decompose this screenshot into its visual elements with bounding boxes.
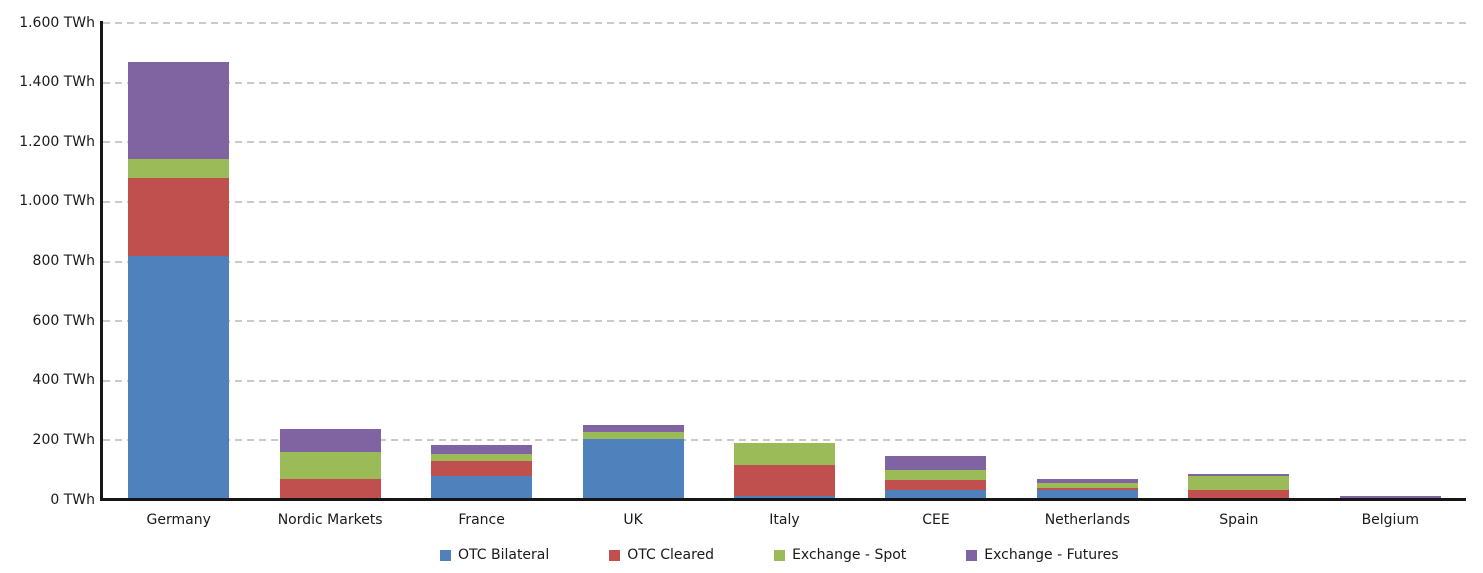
bar-segment-otc-cleared xyxy=(885,480,987,490)
bar-segment-otc-bilateral xyxy=(431,476,533,500)
y-axis-tick-label: 1.000 TWh xyxy=(19,193,95,210)
bar-segment-otc-cleared xyxy=(1188,489,1290,500)
legend-swatch-icon xyxy=(966,549,978,561)
legend-swatch-icon xyxy=(609,549,621,561)
bar-segment-exchange-futures xyxy=(1036,479,1138,484)
bar-netherlands xyxy=(1036,23,1138,500)
bar-segment-exchange-futures xyxy=(431,444,533,454)
bar-segment-exchange-spot xyxy=(1188,476,1290,490)
gridline-600 xyxy=(103,320,1466,323)
x-axis-category-label: UK xyxy=(623,512,643,528)
y-axis-tick-label: 200 TWh xyxy=(32,431,95,448)
x-axis-category-label: Nordic Markets xyxy=(277,512,383,528)
x-axis-category-label: Germany xyxy=(146,512,211,528)
legend-label: Exchange - Spot xyxy=(792,547,907,563)
legend-item-otc-cleared: OTC Cleared xyxy=(609,547,714,563)
x-axis-category-label: CEE xyxy=(922,512,950,528)
gridline-1400 xyxy=(103,81,1466,84)
x-axis-category-label: Spain xyxy=(1219,512,1259,528)
x-axis-line xyxy=(100,498,1466,501)
y-axis-tick-label: 800 TWh xyxy=(32,253,95,269)
gridline-1000 xyxy=(103,200,1466,203)
bar-segment-exchange-futures xyxy=(582,425,684,433)
x-axis-category-label: Italy xyxy=(769,512,800,528)
gridline-200 xyxy=(103,439,1466,442)
bar-segment-exchange-futures xyxy=(1188,473,1290,477)
bar-segment-exchange-spot xyxy=(128,158,230,179)
bar-segment-exchange-spot xyxy=(885,470,987,481)
bar-segment-exchange-spot xyxy=(279,451,381,479)
legend-swatch-icon xyxy=(774,549,786,561)
bar-nordic-markets xyxy=(279,23,381,500)
bar-segment-otc-cleared xyxy=(128,178,230,256)
y-axis-tick-label: 0 TWh xyxy=(50,491,95,508)
gridline-1600 xyxy=(103,22,1466,24)
legend-label: OTC Bilateral xyxy=(458,547,550,563)
bar-segment-otc-cleared xyxy=(431,461,533,477)
legend-label: Exchange - Futures xyxy=(984,547,1119,563)
bar-segment-exchange-spot xyxy=(431,453,533,462)
gridline-1200 xyxy=(103,141,1466,144)
legend-item-exchange-futures: Exchange - Futures xyxy=(966,547,1119,563)
bar-segment-otc-cleared xyxy=(734,464,835,497)
legend-swatch-icon xyxy=(440,549,451,561)
plot-area xyxy=(103,22,1466,500)
bar-belgium xyxy=(1339,23,1441,500)
bar-cee xyxy=(885,23,987,500)
bar-segment-exchange-spot xyxy=(734,443,835,465)
y-axis-tick-label: 1.400 TWh xyxy=(19,74,95,91)
bar-italy xyxy=(734,23,835,500)
gridline-400 xyxy=(103,379,1466,382)
bar-uk xyxy=(582,23,684,500)
bar-segment-otc-cleared xyxy=(279,478,381,500)
x-axis-category-label: Belgium xyxy=(1361,512,1419,528)
gridline-800 xyxy=(103,260,1466,263)
y-axis-tick-label: 400 TWh xyxy=(32,372,95,389)
bar-segment-otc-bilateral xyxy=(128,255,230,500)
bar-segment-exchange-futures xyxy=(279,429,381,452)
legend-item-exchange-spot: Exchange - Spot xyxy=(774,547,906,563)
bar-france xyxy=(431,23,533,500)
bar-spain xyxy=(1188,23,1290,500)
y-axis-line xyxy=(100,21,103,500)
x-axis-category-label: Netherlands xyxy=(1044,512,1131,528)
y-axis-tick-label: 600 TWh xyxy=(32,312,95,329)
bar-segment-exchange-spot xyxy=(1036,483,1138,489)
legend-item-otc-bilateral: OTC Bilateral xyxy=(440,547,549,563)
bar-segment-exchange-futures xyxy=(1339,495,1441,498)
x-axis-category-label: France xyxy=(458,512,505,528)
y-axis-tick-label: 1.600 TWh xyxy=(19,14,95,31)
bar-segment-otc-cleared xyxy=(1036,488,1138,491)
legend: OTC Bilateral OTC Cleared Exchange - Spot E… xyxy=(440,547,1119,563)
bar-segment-otc-bilateral xyxy=(885,489,987,500)
bar-segment-exchange-futures xyxy=(885,455,987,471)
bar-germany xyxy=(128,23,230,500)
y-axis-tick-label: 1.200 TWh xyxy=(19,133,95,150)
bar-segment-exchange-spot xyxy=(582,432,684,439)
bar-segment-otc-bilateral xyxy=(582,438,684,500)
bar-segment-exchange-futures xyxy=(128,61,230,159)
bar-segment-otc-bilateral xyxy=(1036,490,1138,500)
legend-label: OTC Cleared xyxy=(627,547,715,563)
